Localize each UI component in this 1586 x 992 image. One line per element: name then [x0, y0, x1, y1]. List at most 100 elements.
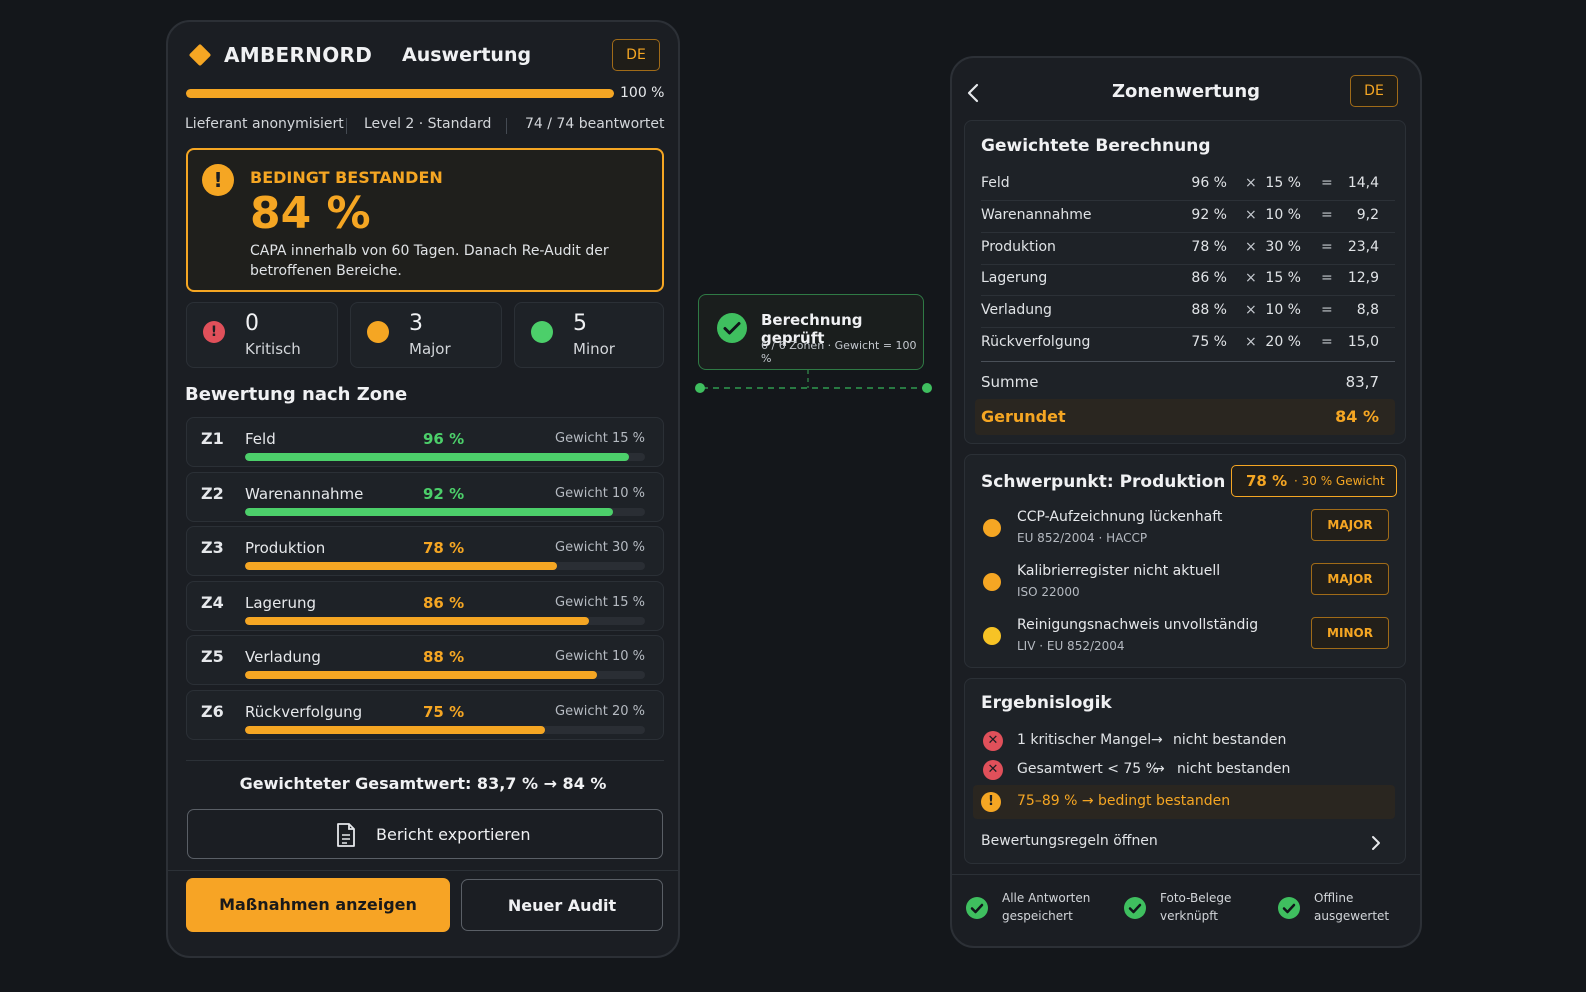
calc-result: 23,4: [1347, 238, 1379, 255]
progress-bar: [186, 89, 614, 98]
level-label: Level 2 · Standard: [364, 116, 492, 132]
calc-weight: 30 %: [1265, 238, 1301, 255]
equals-sign: =: [1321, 175, 1333, 191]
status-item: Offline ausgewertet: [1278, 889, 1428, 929]
zone-name: Produktion: [245, 539, 326, 557]
rules-link[interactable]: Bewertungsregeln öffnen: [965, 825, 1405, 861]
times-sign: ×: [1245, 334, 1257, 350]
check-title: Berechnung geprüft: [761, 311, 863, 347]
show-actions-button[interactable]: Maßnahmen anzeigen: [186, 878, 450, 932]
zone-progress-track: [245, 507, 645, 516]
focus-badge-weight: · 30 % Gewicht: [1294, 474, 1385, 488]
calc-zone-name: Produktion: [981, 238, 1056, 255]
major-count-card[interactable]: 3 Major: [350, 302, 502, 368]
zone-name: Rückverfolgung: [245, 702, 363, 721]
result-card: ! BEDINGT BESTANDEN 84 % CAPA innerhalb …: [186, 148, 664, 292]
calc-zone-name: Feld: [981, 175, 1010, 191]
minor-count: 5: [573, 311, 587, 336]
finding-title: Kalibrierregister nicht aktuell: [1017, 563, 1221, 579]
document-icon: [337, 823, 355, 847]
zone-progress-track: [245, 725, 645, 734]
calc-weight: 15 %: [1265, 270, 1301, 287]
finding-item[interactable]: Reinigungsnachweis unvollständig LIV · EU…: [965, 613, 1405, 663]
zone-progress-fill: [245, 562, 557, 570]
calc-weight: 10 %: [1265, 206, 1301, 223]
rounded-label: Gerundet: [981, 407, 1066, 426]
divider: [506, 118, 507, 134]
finding-item[interactable]: CCP-Aufzeichnung lückenhaft EU 852/2004 ·…: [965, 505, 1405, 555]
divider: [981, 361, 1395, 362]
zone-weight: Gewicht 15 %: [555, 431, 645, 446]
zone-percent: 88 %: [423, 648, 465, 666]
zone-id: Z1: [201, 429, 224, 448]
status-footer: Alle Antworten gespeichert Foto-Belege verk…: [952, 874, 1420, 946]
supplier-label: Lieferant anonymisiert: [185, 116, 344, 132]
zone-row[interactable]: Z6 Rückverfolgung 75 % Gewicht 20 %: [186, 689, 664, 740]
calc-row: Rückverfolgung 75 % × 20 % = 15,0: [965, 332, 1405, 362]
zone-row[interactable]: Z4 Lagerung 86 % Gewicht 15 %: [186, 580, 664, 631]
zone-progress-track: [245, 616, 645, 625]
check-circle-icon: [966, 897, 988, 919]
finding-reference: LIV · EU 852/2004: [1017, 639, 1125, 653]
finding-reference: EU 852/2004 · HACCP: [1017, 531, 1148, 545]
status-line1: Offline: [1314, 891, 1354, 905]
logic-highlight-row: ! 75–89 % → bedingt bestanden: [973, 785, 1395, 819]
calculation-verified-card: Berechnung geprüft 6 / 6 Zonen · Gewicht…: [698, 294, 924, 370]
rounded-value: 84 %: [1335, 407, 1379, 426]
zone-progress-track: [245, 562, 645, 570]
zone-id: Z5: [201, 647, 224, 666]
minor-count-card[interactable]: 5 Minor: [514, 302, 664, 368]
calc-weight: 20 %: [1265, 334, 1301, 350]
severity-dot-icon: [983, 627, 1001, 645]
zone-name: Verladung: [245, 648, 321, 666]
finding-item[interactable]: Kalibrierregister nicht aktuell ISO 22000…: [965, 559, 1405, 609]
zones-title: Bewertung nach Zone: [185, 384, 408, 405]
language-button[interactable]: DE: [612, 39, 660, 71]
back-chevron-icon[interactable]: [966, 82, 982, 104]
equals-sign: =: [1321, 238, 1333, 255]
zone-row[interactable]: Z5 Verladung 88 % Gewicht 10 %: [186, 635, 664, 685]
calc-percent: 92 %: [1191, 206, 1227, 223]
status-line2: ausgewertet: [1314, 909, 1390, 923]
times-sign: ×: [1245, 238, 1257, 255]
warning-icon: !: [202, 164, 234, 196]
zone-row[interactable]: Z3 Produktion 78 % Gewicht 30 %: [186, 526, 664, 576]
calc-zone-name: Lagerung: [981, 270, 1048, 287]
new-audit-button[interactable]: Neuer Audit: [461, 879, 663, 931]
finding-reference: ISO 22000: [1017, 585, 1080, 599]
zone-progress-fill: [245, 507, 613, 516]
divider: [981, 327, 1395, 329]
calc-percent: 78 %: [1191, 238, 1227, 255]
logic-row: ✕ 1 kritischer Mangel → nicht bestanden: [965, 729, 1405, 755]
calc-result: 14,4: [1347, 175, 1379, 191]
times-sign: ×: [1245, 302, 1257, 319]
language-button[interactable]: DE: [1350, 75, 1398, 107]
check-circle-icon: [1278, 897, 1300, 919]
answered-count: 74 / 74 beantwortet: [525, 116, 665, 132]
critical-count-card[interactable]: ! 0 Kritisch: [186, 302, 338, 368]
finding-title: CCP-Aufzeichnung lückenhaft: [1017, 509, 1223, 525]
calc-zone-name: Rückverfolgung: [981, 334, 1091, 350]
zone-percent: 75 %: [423, 702, 465, 721]
divider: [981, 231, 1395, 233]
calc-row: Feld 96 % × 15 % = 14,4: [965, 173, 1405, 203]
divider: [981, 295, 1395, 297]
equals-sign: =: [1321, 206, 1333, 223]
result-percent: 84 %: [250, 188, 371, 239]
warning-icon: !: [981, 792, 1001, 812]
zone-row[interactable]: Z2 Warenannahme 92 % Gewicht 10 %: [186, 471, 664, 522]
divider: [981, 200, 1395, 201]
minor-label: Minor: [573, 340, 615, 358]
check-circle-icon: [1124, 897, 1146, 919]
calc-row: Verladung 88 % × 10 % = 8,8: [965, 300, 1405, 330]
times-sign: ×: [1245, 270, 1257, 287]
severity-badge: MINOR: [1311, 617, 1389, 649]
export-report-label: Bericht exportieren: [376, 825, 531, 844]
minor-dot-icon: [531, 321, 553, 343]
times-sign: ×: [1245, 175, 1257, 191]
zone-row[interactable]: Z1 Feld 96 % Gewicht 15 %: [186, 417, 664, 467]
export-report-button[interactable]: Bericht exportieren: [187, 809, 663, 859]
critical-label: Kritisch: [245, 340, 301, 358]
major-count: 3: [409, 311, 423, 336]
result-logic-card: Ergebnislogik ✕ 1 kritischer Mangel → nicht…: [964, 678, 1406, 864]
